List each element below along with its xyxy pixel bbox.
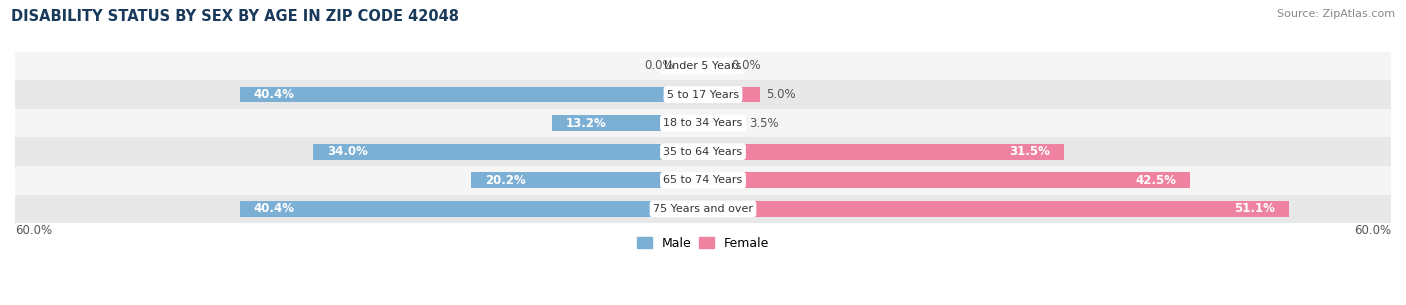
Text: 35 to 64 Years: 35 to 64 Years bbox=[664, 147, 742, 157]
Text: 18 to 34 Years: 18 to 34 Years bbox=[664, 118, 742, 128]
Bar bbox=[703, 172, 1191, 188]
Text: Under 5 Years: Under 5 Years bbox=[665, 61, 741, 71]
Text: 0.0%: 0.0% bbox=[645, 59, 675, 72]
Bar bbox=[703, 201, 1289, 217]
Bar bbox=[240, 201, 703, 217]
Text: 20.2%: 20.2% bbox=[485, 174, 526, 187]
Bar bbox=[15, 195, 1391, 223]
Text: 31.5%: 31.5% bbox=[1010, 145, 1050, 158]
Text: 34.0%: 34.0% bbox=[326, 145, 368, 158]
Bar bbox=[15, 80, 1391, 109]
Text: 60.0%: 60.0% bbox=[1354, 224, 1391, 237]
Bar bbox=[15, 166, 1391, 195]
Bar bbox=[15, 109, 1391, 138]
Text: 5 to 17 Years: 5 to 17 Years bbox=[666, 89, 740, 99]
Bar bbox=[551, 115, 703, 131]
Text: 40.4%: 40.4% bbox=[253, 203, 294, 215]
Bar bbox=[15, 138, 1391, 166]
Bar bbox=[471, 172, 703, 188]
Legend: Male, Female: Male, Female bbox=[631, 232, 775, 255]
Bar bbox=[240, 87, 703, 102]
Text: 40.4%: 40.4% bbox=[253, 88, 294, 101]
Text: 51.1%: 51.1% bbox=[1234, 203, 1275, 215]
Text: 3.5%: 3.5% bbox=[749, 117, 779, 130]
Text: 0.0%: 0.0% bbox=[731, 59, 761, 72]
Bar bbox=[703, 87, 761, 102]
Text: 75 Years and over: 75 Years and over bbox=[652, 204, 754, 214]
Text: 13.2%: 13.2% bbox=[565, 117, 606, 130]
Text: Source: ZipAtlas.com: Source: ZipAtlas.com bbox=[1277, 9, 1395, 19]
Text: 5.0%: 5.0% bbox=[766, 88, 796, 101]
Bar bbox=[314, 144, 703, 160]
Text: DISABILITY STATUS BY SEX BY AGE IN ZIP CODE 42048: DISABILITY STATUS BY SEX BY AGE IN ZIP C… bbox=[11, 9, 460, 24]
Bar bbox=[703, 115, 744, 131]
Text: 42.5%: 42.5% bbox=[1136, 174, 1177, 187]
Bar bbox=[703, 144, 1064, 160]
Text: 65 to 74 Years: 65 to 74 Years bbox=[664, 175, 742, 185]
Bar bbox=[15, 52, 1391, 80]
Text: 60.0%: 60.0% bbox=[15, 224, 52, 237]
Bar bbox=[693, 58, 703, 74]
Bar bbox=[703, 58, 713, 74]
